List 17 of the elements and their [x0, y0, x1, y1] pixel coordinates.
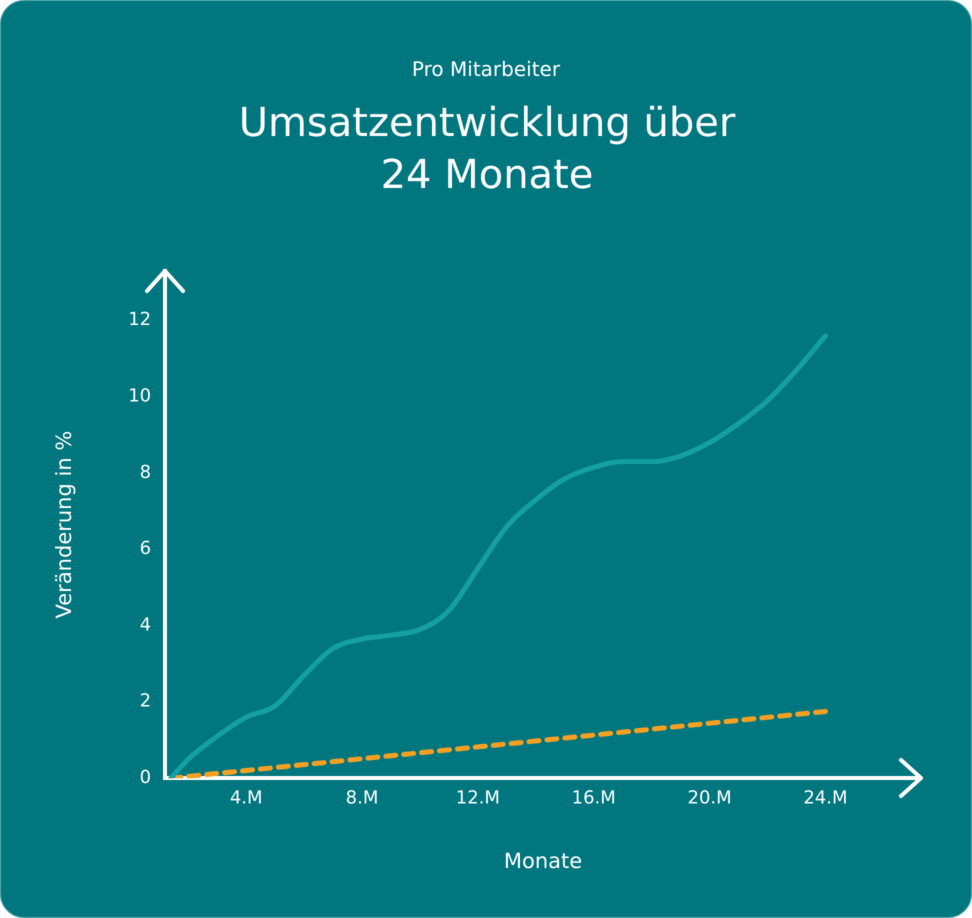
y-tick-label: 12 [128, 309, 152, 330]
y-tick-label: 0 [140, 766, 152, 788]
x-tick-label: 12.M [456, 788, 500, 809]
x-tick-label: 20.M [688, 788, 732, 809]
x-tick-label: 8.M [346, 788, 378, 809]
y-tick-label: 6 [140, 538, 152, 560]
y-tick-label: 2 [140, 690, 152, 712]
chart-subtitle: Pro Mitarbeiter [410, 57, 562, 81]
x-tick-label: 16.M [572, 788, 616, 809]
x-tick-label: 4.M [230, 788, 263, 809]
x-tick-label: 24.M [803, 788, 848, 809]
y-tick-label: 4 [140, 614, 152, 636]
y-tick-label: 8 [140, 462, 152, 483]
chart-title: Umsatzentwicklung über 24 Monate [238, 99, 736, 200]
x-axis-title: Monate [504, 848, 582, 873]
y-axis-title: Veränderung in % [52, 430, 76, 618]
y-tick-label: 10 [128, 386, 152, 407]
